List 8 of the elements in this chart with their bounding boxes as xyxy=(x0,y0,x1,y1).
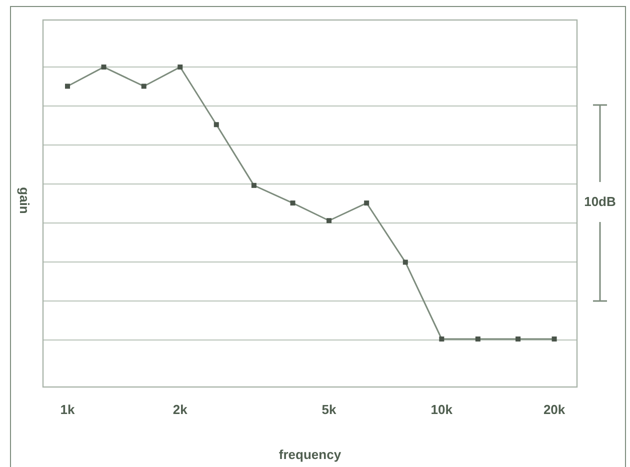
text: 10dB xyxy=(583,194,617,209)
x-tick-label: 5k xyxy=(322,402,338,418)
x-tick-label: 20k xyxy=(543,402,566,418)
y-axis-title: gain xyxy=(16,186,32,214)
x-axis-title: frequency xyxy=(278,447,342,462)
x-tick-label: 2k xyxy=(172,402,188,418)
x-tick-label: 1k xyxy=(60,402,76,418)
x-tick-label: 10k xyxy=(430,402,454,418)
